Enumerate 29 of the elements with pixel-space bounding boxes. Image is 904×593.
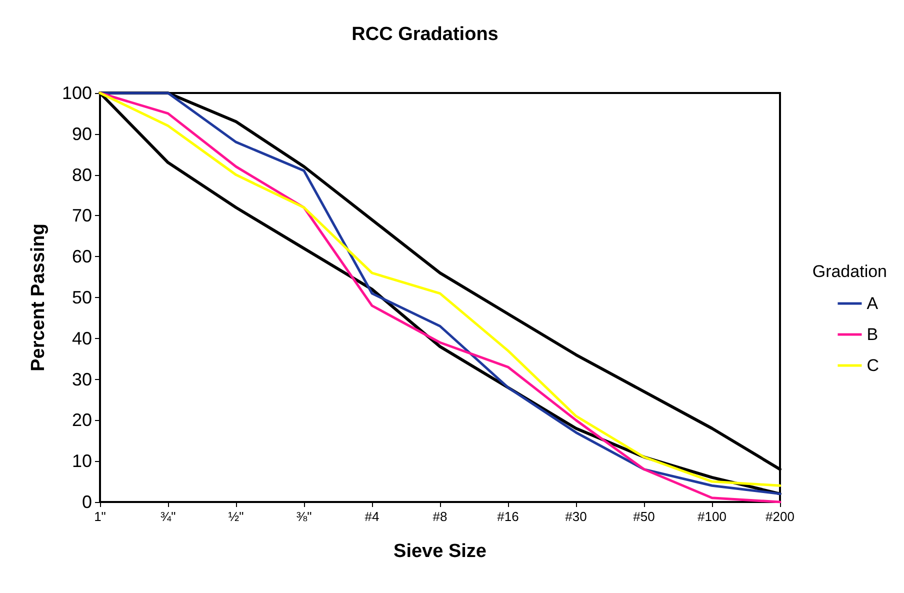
y-tick-label: 30 bbox=[72, 369, 92, 390]
y-tick-label: 60 bbox=[72, 246, 92, 267]
y-axis-title: Percent Passing bbox=[28, 224, 49, 372]
x-tick-label: #16 bbox=[497, 509, 519, 524]
y-tick-label: 0 bbox=[82, 492, 92, 512]
x-tick-label: #8 bbox=[432, 509, 448, 524]
legend-label: A bbox=[866, 294, 879, 313]
legend-label: B bbox=[866, 325, 878, 344]
x-tick-label: 1" bbox=[94, 509, 106, 524]
x-tick-label: #50 bbox=[633, 509, 655, 524]
x-tick-label: ⅜" bbox=[296, 509, 312, 524]
legend-title: Gradation bbox=[812, 262, 888, 281]
y-tick-label: 70 bbox=[72, 206, 92, 226]
y-tick-label: 80 bbox=[72, 164, 92, 185]
y-tick-label: 40 bbox=[72, 328, 92, 348]
x-tick-label: #30 bbox=[565, 509, 587, 524]
x-tick-label: #200 bbox=[766, 509, 794, 524]
x-tick-label: #100 bbox=[698, 509, 726, 524]
y-tick-label: 10 bbox=[72, 451, 92, 472]
y-tick-label: 90 bbox=[72, 124, 92, 144]
x-axis-title: Sieve Size bbox=[394, 541, 486, 562]
y-tick-label: 50 bbox=[72, 288, 92, 308]
chart-title: RCC Gradations bbox=[352, 24, 498, 45]
x-tick-label: ½" bbox=[228, 509, 244, 524]
y-tick-label: 20 bbox=[72, 410, 92, 430]
legend-label: C bbox=[866, 356, 880, 375]
x-tick-label: #4 bbox=[364, 509, 380, 524]
x-tick-label: ¾" bbox=[160, 509, 176, 524]
y-tick-label: 100 bbox=[62, 83, 92, 103]
